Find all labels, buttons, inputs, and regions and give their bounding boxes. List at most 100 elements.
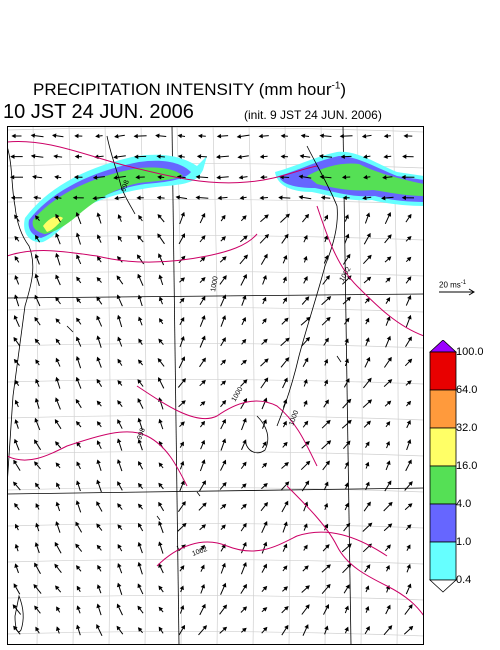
wind-arrow-head — [366, 356, 371, 362]
wind-arrow-head — [157, 233, 162, 239]
wind-arrow-head — [13, 336, 18, 342]
wind-arrow-head — [201, 459, 206, 464]
wind-arrow-head — [365, 212, 371, 218]
wind-arrow-head — [345, 317, 350, 323]
wind-arrow-head — [262, 462, 268, 468]
isobar-label: 998 — [136, 427, 147, 440]
wind-arrow-head — [383, 154, 388, 159]
wind-arrow-head — [181, 378, 186, 383]
wind-arrow-head — [158, 626, 163, 632]
wind-arrow-head — [55, 626, 61, 632]
wind-arrow-head — [325, 275, 330, 280]
wind-arrow-head — [92, 195, 97, 201]
wind-arrow-head — [386, 604, 391, 610]
wind-arrow-head — [12, 604, 18, 610]
wind-arrow-head — [197, 133, 203, 139]
wind-arrow-head — [137, 417, 142, 423]
wind-arrow-head — [367, 254, 372, 260]
wind-arrow-head — [181, 233, 185, 238]
wind-arrow-head — [137, 482, 143, 488]
wind-arrow-head — [340, 154, 345, 159]
wind-arrow-head — [262, 419, 267, 424]
wind-arrow-head — [283, 377, 288, 383]
wind-arrow-head — [14, 235, 19, 241]
wind-arrow-head — [117, 544, 122, 549]
wind-arrow-head — [157, 213, 162, 219]
colorbar-level-label: 16.0 — [456, 460, 478, 472]
wind-arrow-head — [35, 522, 40, 528]
wind-arrow-head — [242, 562, 247, 567]
wind-arrow-head — [181, 400, 186, 405]
wind-arrow-head — [242, 461, 247, 467]
wind-arrow-head — [200, 420, 206, 426]
wind-arrow-head — [367, 399, 373, 404]
wind-arrow-head — [158, 585, 163, 591]
wind-arrow-head — [283, 254, 288, 260]
isobar-1000-east — [316, 205, 424, 337]
isobar-label: 1000 — [288, 410, 300, 427]
wind-arrow-head — [242, 541, 247, 547]
wind-arrow-head — [35, 503, 40, 508]
graticule-meridian — [248, 126, 255, 645]
wind-arrow-head — [32, 174, 37, 180]
wind-arrow-head — [326, 583, 331, 589]
wind-arrow-head — [34, 562, 39, 568]
wind-arrow-head — [76, 276, 81, 282]
wind-arrow-head — [262, 563, 267, 569]
wind-arrow-head — [221, 438, 227, 444]
wind-arrow-head — [180, 316, 185, 322]
wind-arrow-head — [55, 232, 60, 238]
wind-arrow-head — [75, 543, 80, 549]
wind-arrow-head — [114, 195, 119, 201]
wind-arrow-head — [96, 400, 102, 406]
wind-arrow-head — [341, 174, 347, 180]
wind-arrow-head — [222, 275, 227, 280]
wind-arrow-head — [300, 133, 306, 139]
wind-arrow-head — [406, 256, 412, 262]
wind-arrow-head — [74, 133, 79, 139]
wind-arrow-head — [279, 174, 284, 180]
wind-arrow-head — [362, 154, 368, 159]
wind-arrow-head — [117, 235, 122, 241]
wind-arrow-head — [387, 356, 392, 362]
wind-arrow-head — [9, 174, 15, 180]
wind-arrow-head — [54, 419, 59, 424]
wind-arrow-head — [117, 503, 122, 508]
wind-arrow-head — [263, 501, 269, 507]
wind-arrow-head — [303, 255, 308, 261]
map-frame — [7, 126, 424, 645]
wind-arrow-head — [367, 377, 372, 383]
isobar-label: 998 — [120, 179, 131, 192]
wind-arrow-head — [386, 400, 392, 406]
wind-arrow-head — [263, 377, 269, 383]
wind-arrow-head — [35, 378, 40, 384]
wind-arrow-head — [278, 195, 283, 200]
wind-arrow-head — [200, 544, 205, 550]
wind-arrow-head — [305, 460, 311, 466]
wind-arrow-head — [76, 605, 81, 611]
wind-arrow-head — [180, 297, 185, 303]
wind-arrow-head — [56, 482, 61, 488]
wind-arrow-head — [51, 133, 57, 139]
wind-arrow-head — [72, 195, 78, 201]
graticule-parallel — [7, 127, 424, 133]
wind-arrow-head — [280, 154, 285, 159]
wind-arrow-head — [264, 233, 270, 239]
wind-arrow-head — [202, 502, 207, 508]
wind-arrow-head — [137, 583, 142, 589]
wind-arrow-head — [406, 380, 412, 385]
wind-arrow-head — [117, 358, 122, 364]
wind-arrow-head — [303, 400, 308, 405]
wind-arrow-head — [35, 359, 40, 364]
graticule-parallel — [7, 631, 424, 637]
wind-arrow-head — [344, 358, 349, 364]
wind-arrow-head — [262, 441, 267, 446]
wind-arrow-head — [216, 175, 221, 180]
wind-arrow-head — [156, 154, 161, 159]
wind-arrow-head — [326, 296, 332, 301]
wind-arrow-head — [221, 256, 227, 261]
wind-arrow-head — [221, 337, 226, 342]
valid-time: 10 JST 24 JUN. 2006 — [3, 101, 194, 123]
wind-arrow-head — [201, 357, 206, 363]
graticule-parallel — [7, 487, 424, 493]
